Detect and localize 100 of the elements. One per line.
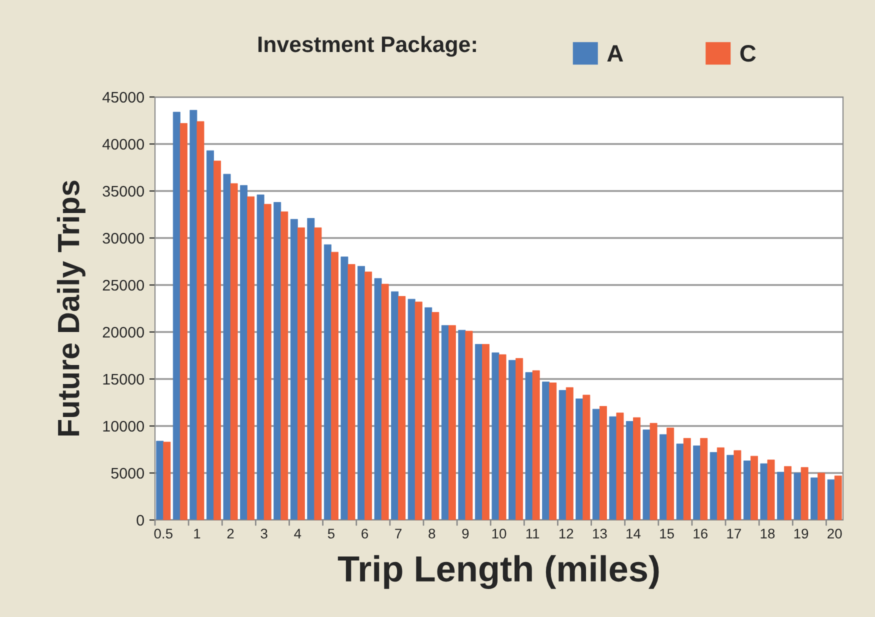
x-tick-label: 11 bbox=[526, 528, 540, 538]
x-tick-label: 19 bbox=[794, 528, 808, 539]
y-axis-title: Future Daily Trips bbox=[56, 180, 86, 436]
x-tick-label: 4 bbox=[294, 528, 302, 538]
x-tick-label: 8 bbox=[428, 528, 436, 539]
bar bbox=[391, 291, 399, 520]
x-tick-label: 3 bbox=[260, 528, 268, 539]
bar bbox=[156, 440, 164, 520]
bar bbox=[432, 312, 440, 520]
y-tick-label: 0 bbox=[136, 514, 144, 526]
y-tick-label: 40000 bbox=[102, 138, 144, 150]
bar bbox=[492, 352, 500, 520]
y-tick-label: 30000 bbox=[102, 232, 144, 244]
x-tick-label: 17 bbox=[727, 528, 741, 538]
bar bbox=[230, 183, 238, 520]
y-tick-label: 10000 bbox=[103, 420, 144, 432]
bar bbox=[274, 202, 282, 520]
bar bbox=[340, 256, 348, 520]
bar bbox=[558, 390, 566, 520]
bar bbox=[424, 307, 432, 520]
bar bbox=[642, 430, 650, 520]
bar bbox=[827, 479, 835, 520]
bar bbox=[633, 417, 640, 520]
bar bbox=[566, 387, 574, 520]
bar bbox=[364, 272, 372, 520]
x-tick-label: 16 bbox=[694, 528, 708, 539]
bar bbox=[448, 325, 456, 520]
bar bbox=[324, 244, 332, 520]
bar bbox=[180, 123, 188, 520]
x-tick-label: 5 bbox=[328, 528, 334, 539]
bar bbox=[358, 266, 365, 520]
x-tick-label: 20 bbox=[828, 528, 842, 539]
y-tick-label: 15000 bbox=[103, 374, 144, 385]
x-tick-label: 7 bbox=[395, 528, 402, 538]
bar bbox=[810, 477, 818, 520]
bar bbox=[784, 466, 792, 520]
bar bbox=[163, 442, 171, 520]
x-tick-label: 13 bbox=[593, 528, 607, 539]
legend-title: Investment Package: bbox=[258, 36, 476, 57]
bar bbox=[599, 406, 607, 520]
bar bbox=[576, 398, 584, 520]
bar bbox=[240, 185, 248, 520]
bar bbox=[290, 218, 298, 520]
bar bbox=[516, 358, 524, 520]
bar bbox=[256, 194, 264, 520]
bar bbox=[247, 196, 255, 520]
bar bbox=[616, 412, 624, 520]
bar bbox=[693, 446, 701, 520]
bar bbox=[190, 110, 198, 520]
bar bbox=[750, 456, 758, 520]
bar bbox=[280, 211, 288, 520]
bar bbox=[582, 394, 590, 520]
bar bbox=[482, 344, 490, 520]
y-tick-label: 35000 bbox=[102, 186, 144, 197]
bar bbox=[206, 150, 214, 520]
x-tick-label: 9 bbox=[462, 528, 469, 539]
bar bbox=[214, 160, 221, 520]
x-tick-label: 1 bbox=[194, 528, 200, 538]
bar bbox=[314, 227, 322, 520]
bar bbox=[609, 416, 617, 520]
bar bbox=[683, 438, 691, 520]
bar bbox=[660, 434, 668, 520]
bar bbox=[307, 218, 315, 520]
bar bbox=[743, 460, 751, 520]
bar bbox=[676, 444, 684, 520]
bar bbox=[734, 450, 742, 520]
bar bbox=[498, 354, 506, 520]
bar bbox=[414, 302, 422, 520]
bar bbox=[650, 422, 658, 520]
x-tick-label: 0.5 bbox=[154, 528, 172, 539]
bar bbox=[330, 252, 338, 520]
x-axis-title: Trip Length (miles) bbox=[338, 555, 659, 589]
bar bbox=[374, 278, 382, 520]
bar bbox=[508, 360, 516, 520]
bar bbox=[834, 476, 842, 520]
bar bbox=[549, 382, 557, 520]
legend-label: C bbox=[740, 45, 756, 62]
x-tick-label: 2 bbox=[227, 528, 234, 538]
bar bbox=[196, 121, 204, 520]
bar bbox=[458, 330, 466, 520]
y-tick-label: 20000 bbox=[102, 326, 144, 338]
bar bbox=[408, 298, 416, 520]
bar bbox=[700, 438, 708, 520]
bar bbox=[800, 467, 808, 520]
bar bbox=[726, 454, 734, 520]
y-tick-label: 25000 bbox=[102, 280, 144, 291]
bar bbox=[381, 284, 389, 520]
y-tick-label: 5000 bbox=[111, 468, 144, 479]
bar bbox=[592, 408, 600, 520]
bar bbox=[264, 204, 272, 520]
bar bbox=[760, 463, 768, 520]
legend-label: A bbox=[607, 45, 624, 62]
bar bbox=[716, 447, 724, 520]
bar bbox=[348, 264, 356, 520]
bar bbox=[398, 296, 406, 520]
bar bbox=[777, 472, 784, 520]
bar bbox=[441, 325, 449, 520]
bar bbox=[767, 460, 775, 520]
bar bbox=[474, 344, 482, 520]
bar bbox=[172, 112, 180, 520]
